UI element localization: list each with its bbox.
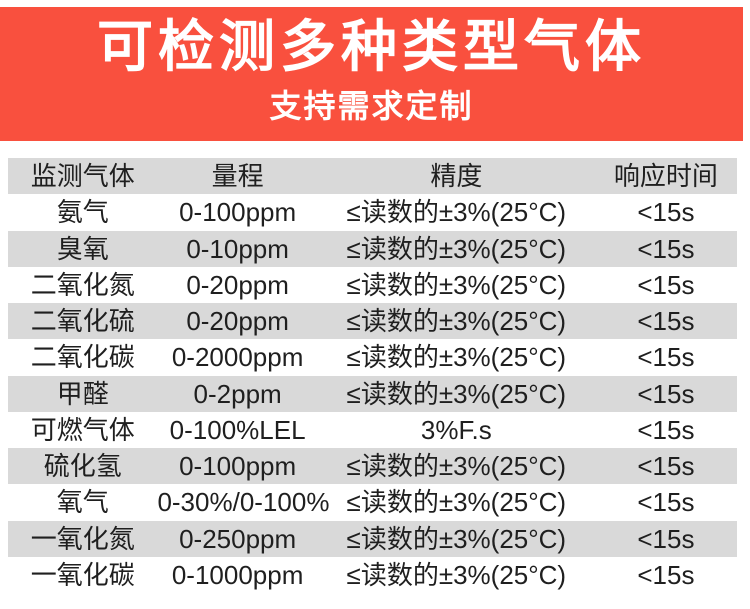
cell-response: <15s — [637, 487, 695, 518]
cell-accuracy: ≤读数的±3%(25°C) — [346, 451, 567, 482]
cell-response: <15s — [637, 233, 695, 264]
column-header-range: 量程 — [211, 161, 264, 192]
banner-title: 可检测多种类型气体 — [97, 15, 646, 78]
cell-accuracy: ≤读数的±3%(25°C) — [346, 342, 567, 373]
table-body: 氨气 0-100ppm ≤读数的±3%(25°C) <15s 臭氧 0-10ppm ≤读数的… — [8, 194, 737, 593]
cell-range: 0-1000ppm — [171, 559, 304, 590]
table-row: 二氧化碳 0-2000ppm ≤读数的±3%(25°C) <15s — [8, 339, 737, 375]
table-row: 一氧化碳 0-1000ppm ≤读数的±3%(25°C) <15s — [8, 557, 737, 593]
cell-accuracy: ≤读数的±3%(25°C) — [346, 233, 567, 264]
cell-response: <15s — [637, 342, 695, 373]
cell-range: 0-100%LEL — [169, 414, 306, 445]
cell-range: 0-10ppm — [186, 233, 289, 264]
cell-range: 0-20ppm — [186, 306, 289, 337]
cell-response: <15s — [637, 559, 695, 590]
banner-subtitle: 支持需求定制 — [269, 88, 474, 124]
cell-gas: 二氧化硫 — [30, 306, 135, 337]
cell-accuracy: ≤读数的±3%(25°C) — [346, 487, 567, 518]
cell-range: 0-100ppm — [179, 197, 297, 228]
cell-gas: 臭氧 — [56, 233, 109, 264]
table-row: 氧气 0-30%/0-100% ≤读数的±3%(25°C) <15s — [8, 484, 737, 520]
cell-accuracy: ≤读数的±3%(25°C) — [346, 269, 567, 300]
table-row: 氨气 0-100ppm ≤读数的±3%(25°C) <15s — [8, 194, 737, 230]
cell-gas: 一氧化氮 — [30, 523, 135, 554]
table-row: 硫化氢 0-100ppm ≤读数的±3%(25°C) <15s — [8, 448, 737, 485]
cell-gas: 甲醛 — [56, 378, 109, 409]
cell-range: 0-30%/0-100% — [157, 487, 330, 518]
column-header-response: 响应时间 — [613, 161, 718, 192]
gas-spec-table: 监测气体 量程 精度 响应时间 氨气 0-100ppm ≤读数的±3%(25°C) <15s… — [8, 158, 737, 593]
cell-response: <15s — [637, 414, 695, 445]
promo-banner: 可检测多种类型气体 支持需求定制 — [0, 7, 743, 141]
table-row: 二氧化硫 0-20ppm ≤读数的±3%(25°C) <15s — [8, 303, 737, 340]
cell-gas: 二氧化氮 — [30, 269, 135, 300]
cell-accuracy: ≤读数的±3%(25°C) — [346, 378, 567, 409]
table-row: 二氧化氮 0-20ppm ≤读数的±3%(25°C) <15s — [8, 267, 737, 303]
table-header-row: 监测气体 量程 精度 响应时间 — [8, 158, 737, 195]
cell-gas: 氧气 — [56, 487, 109, 518]
cell-range: 0-2000ppm — [171, 342, 304, 373]
table-row: 甲醛 0-2ppm ≤读数的±3%(25°C) <15s — [8, 375, 737, 412]
page: 可检测多种类型气体 支持需求定制 监测气体 量程 精度 响应时间 氨气 0-100ppm… — [0, 7, 750, 593]
cell-accuracy: ≤读数的±3%(25°C) — [346, 559, 567, 590]
column-header-gas: 监测气体 — [30, 161, 135, 192]
cell-range: 0-2ppm — [193, 378, 282, 409]
cell-gas: 硫化氢 — [43, 451, 122, 482]
table-row: 一氧化氮 0-250ppm ≤读数的±3%(25°C) <15s — [8, 520, 737, 557]
cell-range: 0-250ppm — [179, 523, 297, 554]
cell-response: <15s — [637, 306, 695, 337]
cell-accuracy: ≤读数的±3%(25°C) — [346, 523, 567, 554]
cell-response: <15s — [637, 451, 695, 482]
column-header-accuracy: 精度 — [430, 161, 483, 192]
cell-gas: 一氧化碳 — [30, 559, 135, 590]
cell-gas: 可燃气体 — [30, 414, 135, 445]
cell-response: <15s — [637, 269, 695, 300]
cell-accuracy: 3%F.s — [420, 414, 492, 445]
cell-response: <15s — [637, 378, 695, 409]
cell-response: <15s — [637, 523, 695, 554]
table-row: 臭氧 0-10ppm ≤读数的±3%(25°C) <15s — [8, 230, 737, 267]
cell-accuracy: ≤读数的±3%(25°C) — [346, 197, 567, 228]
table-row: 可燃气体 0-100%LEL 3%F.s <15s — [8, 412, 737, 448]
cell-accuracy: ≤读数的±3%(25°C) — [346, 306, 567, 337]
cell-gas: 二氧化碳 — [30, 342, 135, 373]
cell-response: <15s — [637, 197, 695, 228]
cell-range: 0-100ppm — [179, 451, 297, 482]
cell-gas: 氨气 — [56, 197, 109, 228]
cell-range: 0-20ppm — [186, 269, 289, 300]
